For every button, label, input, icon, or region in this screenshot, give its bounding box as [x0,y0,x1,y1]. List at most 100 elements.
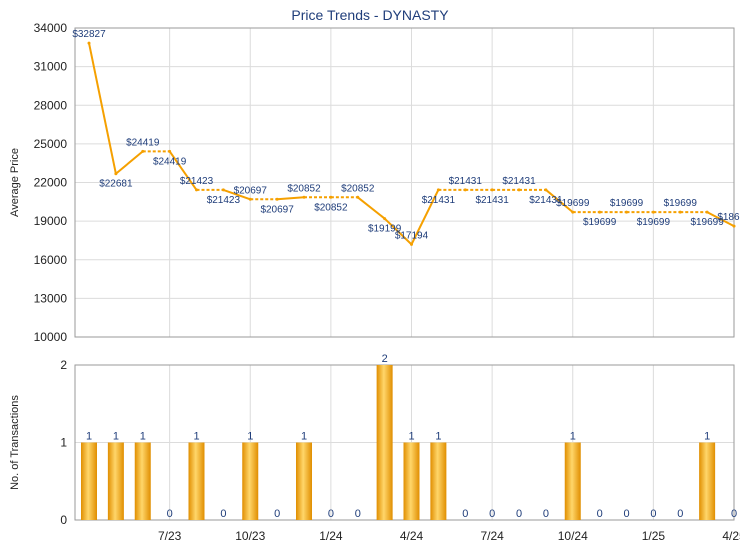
transaction-count-label: 1 [113,431,119,443]
price-data-label: $18613 [717,212,740,223]
transaction-bar [430,442,447,520]
price-data-label: $21423 [207,195,241,206]
transaction-count-label: 1 [704,431,710,443]
transaction-count-label: 1 [140,431,146,443]
price-data-label: $21431 [422,195,456,206]
transaction-bar [188,442,205,520]
price-point [544,188,548,192]
transaction-bar [296,442,312,520]
price-point [517,188,521,192]
price-line-segment [357,196,386,220]
price-line-segment [383,217,413,246]
transaction-bar [107,442,124,520]
transaction-count-label: 0 [274,508,280,520]
price-point [221,188,225,192]
price-point [571,210,575,214]
x-tick-label: 7/23 [158,529,182,543]
price-line-segment [410,189,440,245]
transaction-count-label: 1 [408,431,414,443]
x-tick-label: 1/25 [642,529,666,543]
transaction-count-label: 0 [328,508,334,520]
transaction-count-label: 0 [220,508,226,520]
y-tick-label: 16000 [34,253,68,267]
price-point [410,242,413,246]
y-tick-label: 0 [60,513,67,527]
price-data-label: $19699 [637,217,671,228]
x-tick-label: 4/24 [400,529,424,543]
price-panel: 10000 13000 16000 19000 22000 25000 28000 31000… [9,21,740,344]
price-data-label: $20852 [287,183,321,194]
transaction-count-label: 0 [543,508,549,520]
price-line-segment [545,189,574,213]
y-axis-label: Average Price [9,148,21,217]
price-data-label: $17194 [395,230,429,241]
transaction-bar [699,442,716,520]
price-data-label: $21431 [449,176,483,187]
x-tick-label: 1/24 [319,529,343,543]
transaction-count-label: 1 [570,431,576,443]
price-point [490,188,494,192]
price-data-label: $19699 [664,198,698,209]
price-data-label: $21431 [502,176,536,187]
x-tick-label: 10/23 [235,529,265,543]
y-tick-label: 19000 [34,214,68,228]
price-line-segment [706,211,735,227]
transaction-count-label: 0 [650,508,656,520]
transaction-count-label: 0 [623,508,629,520]
y-tick-label: 13000 [34,291,68,305]
transaction-count-label: 2 [382,353,388,365]
transactions-panel: 0 1 2 No. of Transactions 1 1 1 0 1 0 1 0 1 0 0 2 1 1 0 0 0 0… [9,353,740,543]
price-point [275,197,279,201]
price-data-label: $32827 [72,29,106,40]
transaction-bar [242,442,259,520]
price-data-label: $19699 [690,217,724,228]
price-point [598,210,602,214]
price-data-label: $19699 [583,217,617,228]
transaction-count-label: 0 [355,508,361,520]
x-tick-label: 4/25 [722,529,740,543]
price-point [302,195,306,199]
transaction-count-label: 0 [516,508,522,520]
price-line-segment [223,188,251,201]
x-tick-label: 10/24 [558,529,588,543]
transaction-count-label: 0 [462,508,468,520]
price-data-label: $19199 [368,224,402,235]
price-data-label: $21423 [180,176,214,187]
price-data-label: $20697 [260,204,294,215]
price-point [114,172,118,176]
plot-frame [74,27,735,338]
price-data-label: $24419 [153,156,187,167]
transaction-count-label: 1 [86,431,92,443]
price-data-label: $19699 [556,198,590,209]
price-data-label: $21431 [475,195,509,206]
y-tick-label: 25000 [34,137,68,151]
price-point [436,188,440,192]
transaction-bar [376,365,393,520]
transaction-bar [134,442,151,520]
price-point [705,210,709,214]
y-tick-label: 2 [60,358,67,372]
price-line-segment [115,150,144,175]
transaction-count-label: 1 [435,431,441,443]
price-data-label: $20697 [234,185,268,196]
price-point [732,224,736,228]
price-data-label: $20852 [341,183,375,194]
chart-title: Price Trends - DYNASTY [291,7,449,23]
y-tick-label: 10000 [34,330,68,344]
transaction-bar [403,442,420,520]
price-line-segment [88,42,117,174]
transaction-count-label: 1 [193,431,199,443]
y-axis-label: No. of Transactions [9,395,21,490]
price-point [168,149,172,153]
price-point [248,197,252,201]
transaction-bar [81,442,97,520]
transaction-count-label: 0 [677,508,683,520]
y-tick-label: 28000 [34,98,68,112]
price-line-segment [277,196,305,201]
transaction-count-label: 0 [167,508,173,520]
y-tick-label: 22000 [34,176,68,190]
transaction-count-label: 0 [597,508,603,520]
price-point [383,217,387,221]
price-point [141,149,145,153]
